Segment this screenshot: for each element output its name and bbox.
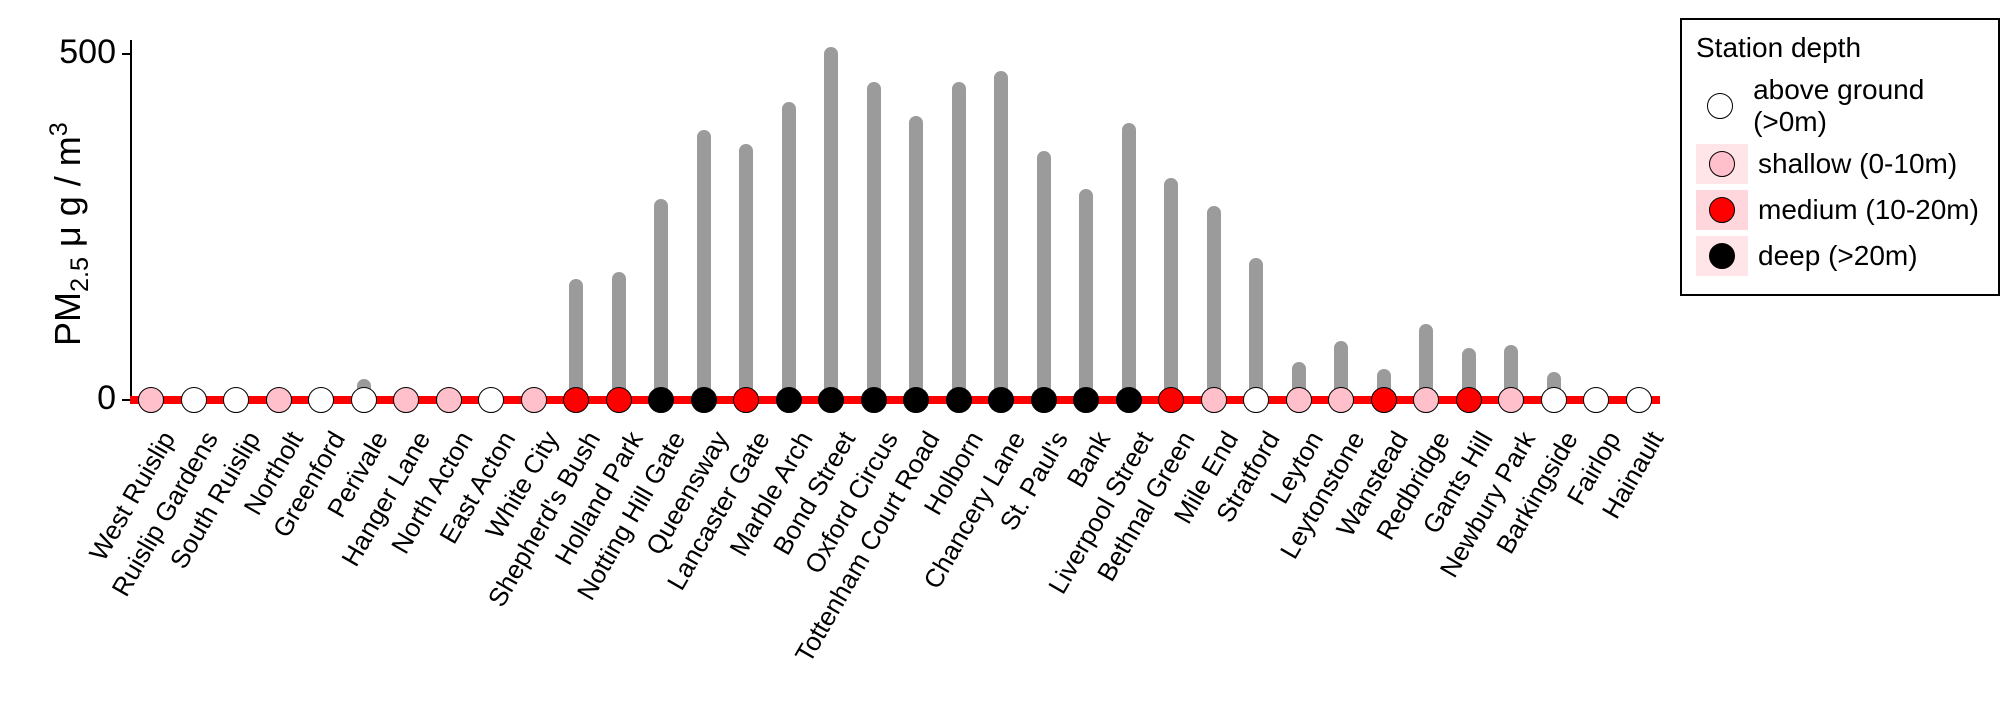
bar [697,130,711,400]
legend-item: medium (10-20m) [1696,190,1982,230]
station-marker [1243,387,1269,413]
station-marker [1031,387,1057,413]
legend-item: above ground (>0m) [1696,74,1982,138]
station-marker [393,387,419,413]
bar [952,82,966,400]
station-marker [776,387,802,413]
legend-label: deep (>20m) [1758,240,1918,272]
bar [1122,123,1136,400]
plot-area [130,40,1660,400]
bar [782,102,796,400]
station-marker [1413,387,1439,413]
legend-swatch [1696,144,1748,184]
legend-marker-icon [1707,93,1733,119]
station-marker [861,387,887,413]
legend-item: deep (>20m) [1696,236,1982,276]
station-marker [223,387,249,413]
bar [739,144,753,400]
station-marker [606,387,632,413]
station-marker [1201,387,1227,413]
legend-marker-icon [1709,243,1735,269]
bar [1037,151,1051,400]
legend-label: medium (10-20m) [1758,194,1979,226]
bar [909,116,923,400]
station-marker [988,387,1014,413]
bar [1207,206,1221,400]
pm25-station-chart: PM2.5 μ g / m3 0500 West RuislipRuislip … [0,0,2000,723]
station-marker [1286,387,1312,413]
station-marker [308,387,334,413]
legend-marker-icon [1709,151,1735,177]
station-marker [1498,387,1524,413]
bar [824,47,838,400]
bar [994,71,1008,400]
legend-swatch [1696,190,1748,230]
station-marker [478,387,504,413]
station-marker [1328,387,1354,413]
station-marker [691,387,717,413]
station-marker [818,387,844,413]
legend: Station depth above ground (>0m) shallow … [1680,18,2000,296]
station-marker [946,387,972,413]
bar [1249,258,1263,400]
bar [654,199,668,400]
station-marker [266,387,292,413]
bar [612,272,626,400]
station-marker [436,387,462,413]
legend-marker-icon [1709,197,1735,223]
station-marker [181,387,207,413]
bar [1079,189,1093,400]
station-marker [351,387,377,413]
legend-swatch [1696,236,1748,276]
legend-item: shallow (0-10m) [1696,144,1982,184]
station-marker [1456,387,1482,413]
bar [1164,178,1178,400]
legend-title: Station depth [1696,32,1982,64]
station-marker [521,387,547,413]
bar [867,82,881,400]
bar [569,279,583,400]
station-marker [648,387,674,413]
station-marker [1158,387,1184,413]
legend-swatch [1696,86,1743,126]
station-marker [903,387,929,413]
legend-label: shallow (0-10m) [1758,148,1957,180]
station-marker [1583,387,1609,413]
station-marker [563,387,589,413]
y-tick-label: 500 [0,33,116,72]
y-axis-title: PM2.5 μ g / m3 [45,122,95,346]
station-marker [1626,387,1652,413]
station-marker [138,387,164,413]
station-marker [1371,387,1397,413]
legend-label: above ground (>0m) [1753,74,1982,138]
station-marker [1073,387,1099,413]
station-marker [733,387,759,413]
y-tick-label: 0 [0,379,116,418]
station-marker [1541,387,1567,413]
station-marker [1116,387,1142,413]
